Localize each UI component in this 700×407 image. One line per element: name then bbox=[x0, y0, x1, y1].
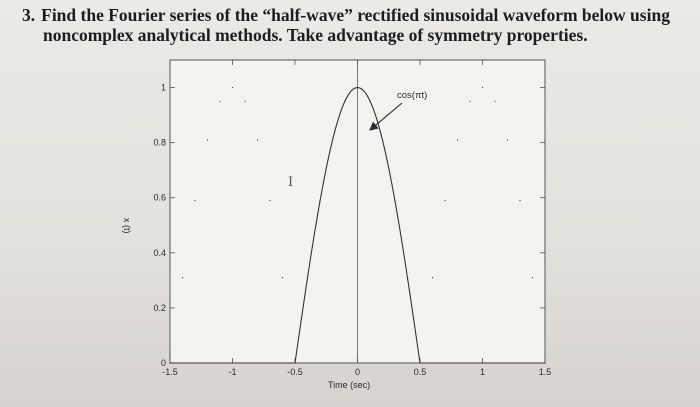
series-sample-point bbox=[356, 86, 359, 89]
series-sample-point bbox=[281, 277, 284, 279]
series-sample-point bbox=[456, 139, 459, 141]
question-text: 3. Find the Fourier series of the “half-w… bbox=[22, 5, 682, 45]
y-tick-label: 0 bbox=[161, 358, 166, 368]
series-sample-point bbox=[531, 277, 534, 279]
y-tick-label: 0.8 bbox=[153, 138, 166, 148]
series-sample-point bbox=[469, 100, 471, 102]
cos-annotation: cos(πt) bbox=[397, 90, 427, 101]
question-number: 3. bbox=[22, 5, 36, 25]
series-sample-point bbox=[206, 139, 209, 141]
series-sample-point bbox=[219, 100, 221, 102]
x-tick-label: 0 bbox=[355, 367, 360, 377]
series-sample-point bbox=[244, 100, 246, 102]
question-line-1: Find the Fourier series of the “half-wav… bbox=[41, 5, 670, 25]
series-sample-point bbox=[494, 100, 496, 102]
x-tick-label: 1 bbox=[480, 367, 485, 377]
series-sample-point bbox=[231, 86, 234, 89]
y-tick-label: 0.4 bbox=[153, 248, 166, 258]
series-sample-point bbox=[381, 139, 384, 141]
series-sample-point bbox=[506, 139, 509, 141]
series-sample-point bbox=[256, 139, 259, 141]
question-line-2: noncomplex analytical methods. Take adva… bbox=[43, 25, 588, 45]
series-sample-point bbox=[169, 362, 171, 364]
x-tick-label: 0.5 bbox=[414, 367, 427, 377]
x-tick-label: 1.5 bbox=[539, 367, 552, 377]
series-sample-point bbox=[394, 199, 396, 202]
series-sample-point bbox=[181, 277, 184, 279]
x-tick-label: -1 bbox=[228, 367, 236, 377]
y-tick-label: 0.6 bbox=[153, 193, 166, 203]
x-tick-label: -0.5 bbox=[287, 367, 303, 377]
text-cursor-glyph: I bbox=[288, 175, 293, 190]
series-sample-point bbox=[331, 139, 334, 141]
series-sample-point bbox=[194, 199, 196, 202]
series-sample-point bbox=[544, 362, 546, 364]
series-sample-point bbox=[419, 362, 421, 364]
annotation-arrow bbox=[369, 102, 403, 131]
series-sample-point bbox=[431, 277, 434, 279]
series-sample-point bbox=[344, 100, 346, 102]
series-sample-point bbox=[444, 199, 446, 202]
series-sample-point bbox=[294, 362, 296, 364]
x-axis-title: Time (sec) bbox=[328, 380, 370, 390]
y-tick-label: 0.2 bbox=[153, 303, 166, 313]
series-sample-point bbox=[269, 199, 271, 202]
series-sample-point bbox=[406, 277, 409, 279]
x-tick-label: -1.5 bbox=[162, 367, 178, 377]
series-sample-point bbox=[319, 199, 321, 202]
series-sample-point bbox=[481, 86, 484, 89]
series-sample-point bbox=[306, 277, 309, 279]
series-sample-point bbox=[369, 100, 371, 102]
series-sample-point bbox=[519, 199, 521, 202]
y-axis-title: x (t) bbox=[122, 218, 132, 234]
y-tick-label: 1 bbox=[161, 83, 166, 93]
